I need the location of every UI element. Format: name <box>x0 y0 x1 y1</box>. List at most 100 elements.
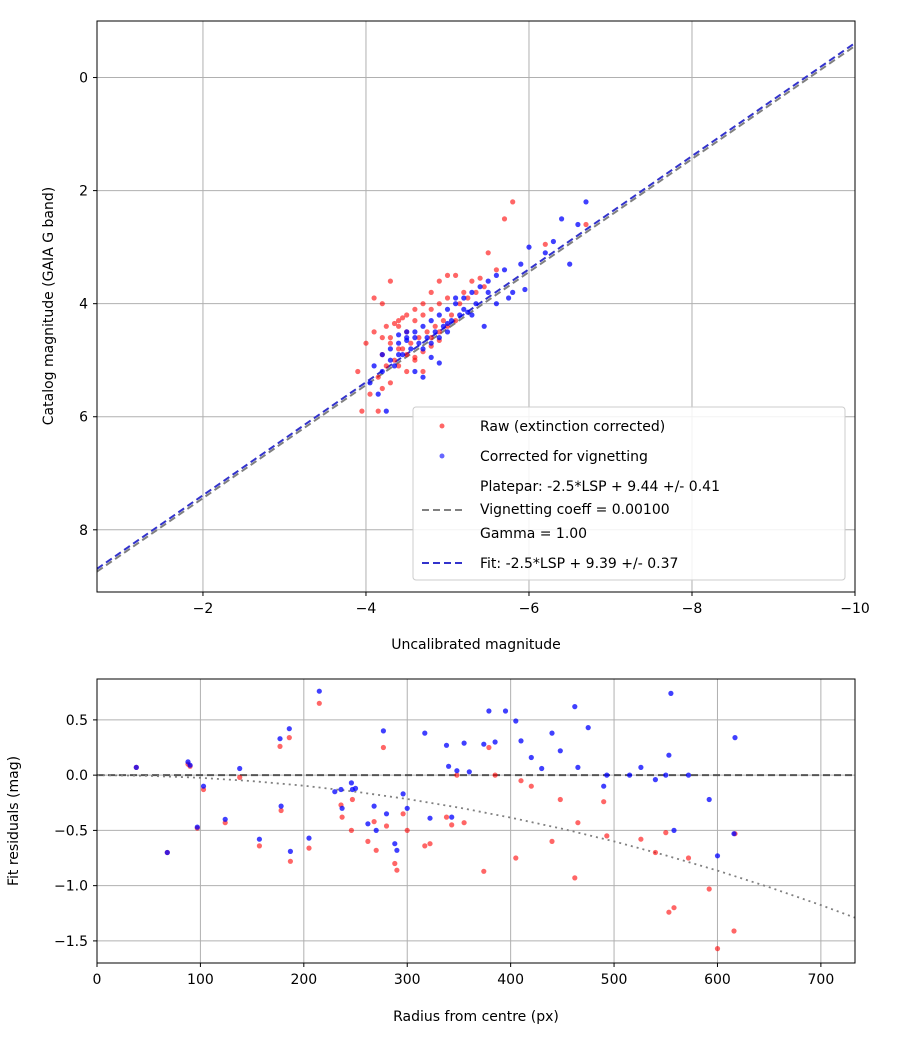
raw-point <box>454 772 460 778</box>
raw-point <box>453 272 459 278</box>
top-plot-frame <box>96 20 856 593</box>
legend-fit-label: Fit: -2.5*LSP + 9.39 +/- 0.37 <box>480 556 678 572</box>
corrected-point <box>428 318 434 324</box>
corrected-point <box>469 312 475 318</box>
raw-point <box>349 796 355 803</box>
corrected-point <box>572 704 578 710</box>
corrected-point <box>412 335 418 341</box>
raw-point <box>371 819 377 825</box>
corrected-point <box>332 789 338 795</box>
corrected-point <box>732 735 738 741</box>
raw-point <box>420 368 426 375</box>
raw-point <box>391 357 398 363</box>
corrected-point <box>424 335 430 341</box>
corrected-point <box>493 301 499 307</box>
corrected-point <box>685 772 692 778</box>
corrected-point <box>443 742 450 748</box>
corrected-point <box>567 261 573 267</box>
legend-raw-label: Raw (extinction corrected) <box>480 419 665 435</box>
x-tick-label: 400 <box>497 972 524 988</box>
raw-point <box>652 849 659 856</box>
raw-point <box>444 295 451 301</box>
corrected-point <box>352 785 359 792</box>
raw-point <box>400 315 406 321</box>
raw-point <box>387 340 393 346</box>
raw-point <box>469 278 475 284</box>
corrected-point <box>492 739 498 745</box>
x-tick-label: 200 <box>290 972 317 988</box>
raw-point <box>685 855 692 861</box>
corrected-point <box>448 318 455 324</box>
raw-point <box>486 744 492 751</box>
raw-point <box>572 875 578 881</box>
x-tick-label: 300 <box>394 972 421 988</box>
corrected-point <box>453 295 459 301</box>
corrected-point <box>444 306 451 312</box>
corrected-point <box>436 360 442 366</box>
corrected-point <box>513 718 519 724</box>
corrected-point <box>200 783 207 789</box>
corrected-point <box>510 289 516 295</box>
corrected-point <box>379 368 385 375</box>
raw-point <box>404 368 410 375</box>
raw-point <box>485 250 491 256</box>
corrected-point <box>461 295 467 301</box>
raw-point <box>396 363 402 369</box>
legend-vignetting-label: Vignetting coeff = 0.00100 <box>480 502 670 518</box>
corrected-point <box>404 329 410 335</box>
corrected-point <box>486 708 492 714</box>
raw-point <box>453 318 459 324</box>
raw-point <box>420 312 426 318</box>
raw-point <box>427 841 433 847</box>
raw-point <box>604 833 610 839</box>
raw-point <box>412 354 418 360</box>
raw-point <box>444 272 451 278</box>
corrected-point <box>391 363 398 369</box>
corrected-point <box>428 340 434 346</box>
corrected-point <box>557 748 563 754</box>
raw-point <box>549 838 555 845</box>
corrected-point <box>575 764 581 771</box>
y-tick-label: 0.0 <box>66 768 88 784</box>
x-tick-label: 600 <box>704 972 731 988</box>
raw-point <box>396 323 402 329</box>
corrected-point <box>714 853 721 859</box>
raw-point <box>367 391 373 397</box>
corrected-point <box>485 278 491 284</box>
corrected-point <box>316 688 322 694</box>
raw-point <box>363 340 369 346</box>
corrected-point <box>461 306 467 312</box>
corrected-point <box>436 312 442 318</box>
corrected-point <box>164 849 170 856</box>
x-tick-label: 700 <box>808 972 835 988</box>
corrected-point <box>522 286 528 293</box>
raw-point <box>671 905 677 911</box>
corrected-point <box>222 816 228 822</box>
corrected-point <box>387 346 393 352</box>
corrected-point <box>306 835 312 841</box>
y-tick-label: −0.5 <box>54 823 88 839</box>
corrected-point <box>392 841 398 847</box>
raw-point <box>432 323 438 329</box>
raw-point <box>481 868 487 874</box>
raw-point <box>392 860 398 867</box>
corrected-point <box>432 329 438 335</box>
corrected-point <box>396 332 402 338</box>
corrected-point <box>440 323 446 329</box>
raw-point <box>396 318 402 324</box>
corrected-point <box>416 340 422 346</box>
raw-point <box>731 928 737 934</box>
raw-point <box>287 858 293 864</box>
corrected-point <box>373 827 379 834</box>
raw-point <box>513 855 519 861</box>
raw-point <box>528 783 534 789</box>
raw-point <box>714 946 721 952</box>
y-tick-label: 4 <box>79 297 88 313</box>
corrected-point <box>518 261 524 267</box>
raw-point <box>575 820 581 826</box>
raw-point <box>448 312 455 318</box>
raw-point <box>373 847 379 853</box>
corrected-point <box>420 374 426 380</box>
raw-point <box>277 743 283 750</box>
top-legend: Raw (extinction corrected) Corrected for… <box>412 406 846 581</box>
